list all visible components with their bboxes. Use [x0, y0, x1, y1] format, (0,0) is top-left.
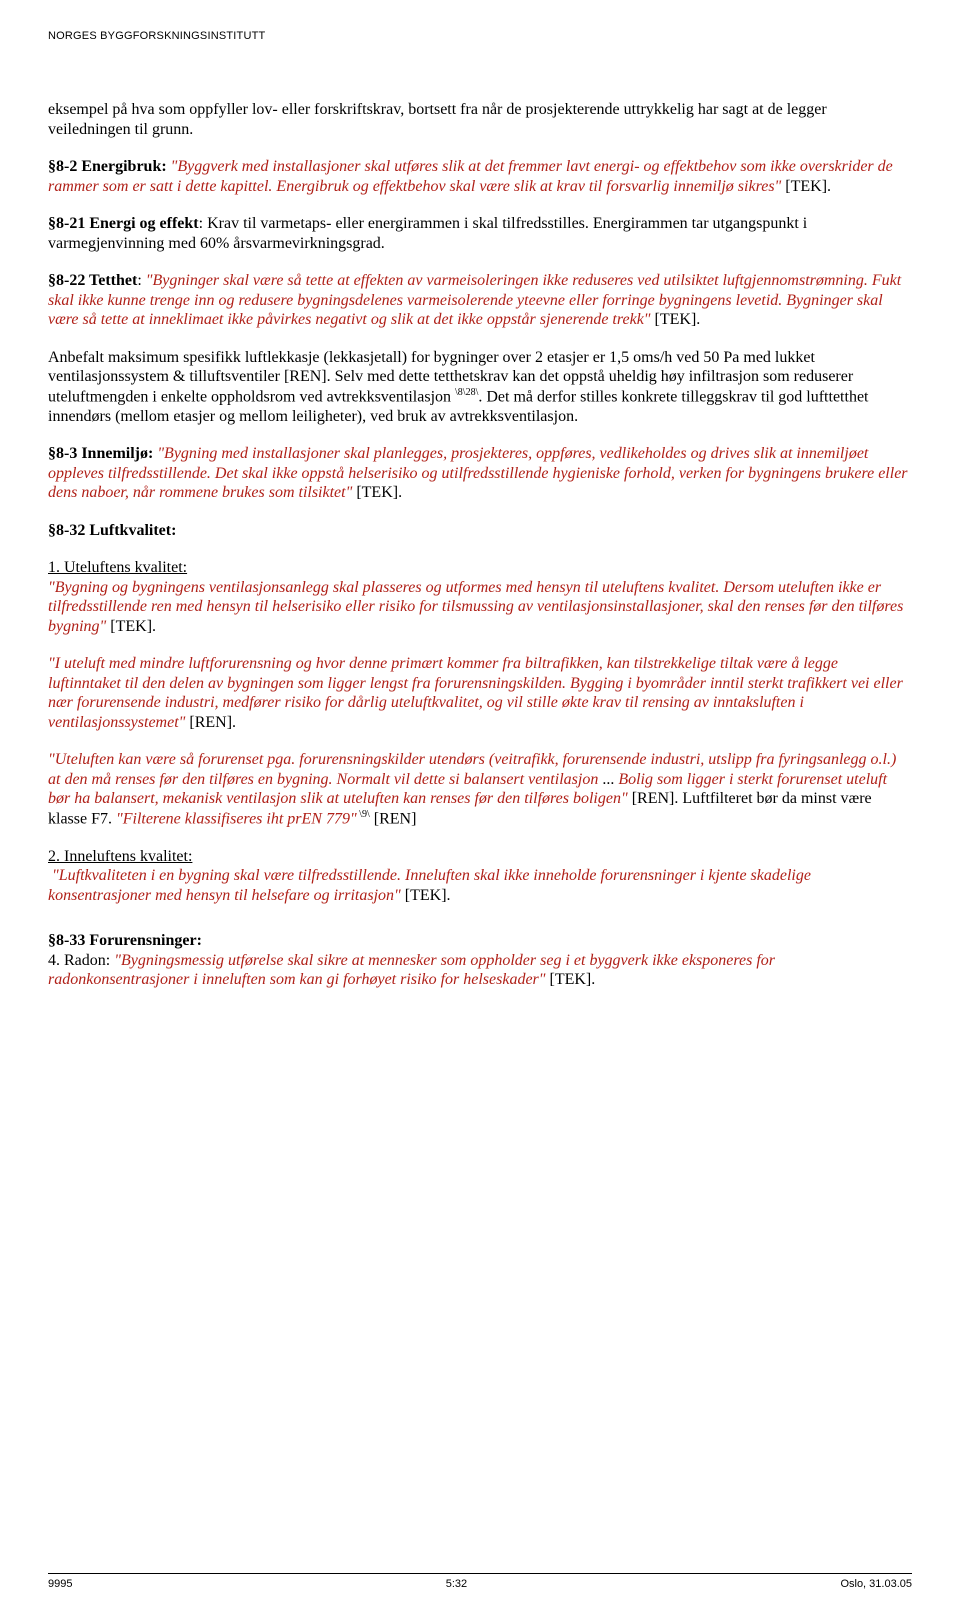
- tag-text: [TEK].: [401, 887, 451, 904]
- footer-left: 9995: [48, 1578, 72, 1590]
- page-header: NORGES BYGGFORSKNINGSINSTITUTT: [48, 30, 912, 42]
- paragraph-intro: eksempel på hva som oppfyller lov- eller…: [48, 100, 912, 139]
- paragraph-8-3: §8-3 Innemiljø: "Bygning med installasjo…: [48, 444, 912, 503]
- paragraph-uteluft-2: "I uteluft med mindre luftforurensning o…: [48, 654, 912, 732]
- tag-text: [TEK].: [352, 484, 402, 501]
- footnote-ref: \9\: [357, 809, 370, 820]
- footnote-ref: \8\28\: [455, 387, 478, 398]
- quote-text: "Bygning med installasjoner skal planleg…: [48, 445, 908, 501]
- paragraph-inneluft: 2. Inneluftens kvalitet: "Luftkvaliteten…: [48, 847, 912, 906]
- tag-text: [REN]: [370, 810, 417, 827]
- quote-text: "Bygninger skal være så tette at effekte…: [48, 272, 901, 328]
- footer-right: Oslo, 31.03.05: [840, 1578, 912, 1590]
- paragraph-8-2: §8-2 Energibruk: "Byggverk med installas…: [48, 157, 912, 196]
- subheading: 2. Inneluftens kvalitet:: [48, 848, 192, 865]
- footer-center: 5:32: [446, 1578, 467, 1590]
- tag-text: [TEK].: [545, 971, 595, 988]
- heading-8-32: §8-32 Luftkvalitet:: [48, 521, 912, 541]
- tag-text: [TEK].: [781, 178, 831, 195]
- tag-text: [TEK].: [106, 618, 156, 635]
- tag-text: [TEK].: [651, 311, 701, 328]
- section-label: §8-22 Tetthet: [48, 272, 137, 289]
- paragraph-uteluft-1: 1. Uteluftens kvalitet: "Bygning og bygn…: [48, 558, 912, 636]
- quote-text: "Byggverk med installasjoner skal utføre…: [48, 158, 893, 195]
- quote-text: "Filterene klassifiseres iht prEN 779": [116, 810, 357, 827]
- colon: :: [137, 272, 145, 289]
- paragraph-8-33: §8-33 Forurensninger: 4. Radon: "Bygning…: [48, 931, 912, 990]
- paragraph-8-21: §8-21 Energi og effekt: Krav til varmeta…: [48, 214, 912, 253]
- lead-text: 4. Radon:: [48, 952, 114, 969]
- subheading: 1. Uteluftens kvalitet:: [48, 559, 187, 576]
- section-label: §8-33 Forurensninger:: [48, 932, 202, 949]
- quote-text: "Bygningsmessig utførelse skal sikre at …: [48, 952, 775, 989]
- document-body: eksempel på hva som oppfyller lov- eller…: [48, 100, 912, 990]
- tag-text: [REN].: [185, 714, 236, 731]
- quote-text: "Bygning og bygningens ventilasjonsanleg…: [48, 579, 903, 635]
- section-label: §8-21 Energi og effekt: [48, 215, 199, 232]
- ellipsis: ...: [598, 771, 618, 788]
- paragraph-uteluft-3: "Uteluften kan være så forurenset pga. f…: [48, 750, 912, 828]
- document-page: NORGES BYGGFORSKNINGSINSTITUTT eksempel …: [0, 0, 960, 1610]
- paragraph-anbefalt: Anbefalt maksimum spesifikk luftlekkasje…: [48, 348, 912, 426]
- section-label: §8-2 Energibruk:: [48, 158, 167, 175]
- paragraph-8-22: §8-22 Tetthet: "Bygninger skal være så t…: [48, 271, 912, 330]
- quote-text: "I uteluft med mindre luftforurensning o…: [48, 655, 903, 731]
- page-footer: 9995 5:32 Oslo, 31.03.05: [48, 1573, 912, 1590]
- section-label: §8-3 Innemiljø:: [48, 445, 157, 462]
